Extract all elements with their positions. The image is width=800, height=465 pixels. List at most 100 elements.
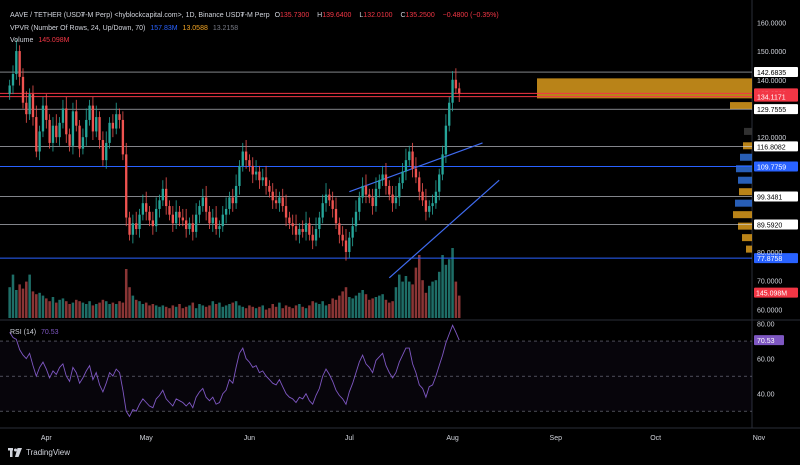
candle-body (271, 191, 274, 201)
candle-body (301, 229, 304, 232)
candle-body (151, 220, 155, 227)
candle-body (428, 206, 431, 212)
vpvr-row (743, 142, 752, 150)
candle-body (118, 114, 121, 120)
symbol-legend[interactable]: AAVE / TETHER (USD₮-M Perp) <hyblockcapi… (10, 11, 502, 20)
price-level-badge (754, 91, 798, 102)
ohlc-low: L132.0100 (359, 12, 393, 19)
volume-bar (408, 281, 411, 318)
volume-bar (178, 304, 181, 318)
vpvr-legend[interactable]: VPVR (Number Of Rows, 24, Up/Down, 70) 1… (10, 24, 241, 33)
volume-bar (288, 306, 291, 318)
volume-bar (11, 274, 15, 318)
volume-bar (374, 297, 378, 318)
candle-body (434, 191, 438, 204)
candle-body (28, 94, 31, 115)
candle-body (374, 188, 378, 207)
vpvr-row (736, 165, 752, 173)
volume-bar (271, 304, 274, 318)
candle-body (41, 105, 45, 132)
price-tick-label: 80.0000 (757, 250, 782, 257)
volume-badge-label: 145.098M (756, 291, 787, 298)
candle-body (31, 94, 35, 118)
volume-bar (25, 281, 28, 318)
candle-body (45, 105, 48, 120)
candle-body (258, 171, 261, 181)
candle-body (58, 122, 61, 138)
candle-body (78, 125, 81, 149)
volume-bar (58, 299, 61, 318)
candle-body (61, 108, 65, 123)
candle-body (11, 74, 15, 86)
rsi-legend[interactable]: RSI (14) 70.53 (10, 328, 62, 337)
candle-body (244, 151, 248, 161)
volume-legend[interactable]: Volume 145.098M (10, 36, 72, 45)
volume-bar (244, 308, 248, 318)
vpvr-value-1: 157.83M (150, 25, 178, 32)
volume-bar (454, 281, 458, 318)
candle-body (241, 151, 244, 166)
candle-body (451, 79, 454, 103)
volume-bar (314, 302, 318, 318)
volume-bar (447, 259, 451, 318)
time-tick-label: Jul (345, 435, 354, 442)
volume-bar (191, 302, 195, 318)
volume-bar (158, 306, 161, 318)
price-level-badge (754, 104, 798, 115)
volume-bar (308, 305, 311, 318)
candle-body (155, 208, 158, 227)
volume-bar (141, 304, 145, 318)
time-tick-label: Jun (244, 435, 255, 442)
price-levels (0, 71, 752, 259)
candle-body (218, 226, 221, 230)
candle-body (8, 85, 11, 95)
price-tick-label: 150.0000 (757, 49, 786, 56)
tradingview-brand[interactable]: TradingView (8, 448, 70, 457)
volume-bar (61, 298, 65, 318)
vpvr-row (738, 222, 752, 230)
candle-body (391, 194, 394, 204)
volume-bar (248, 305, 251, 318)
candle-body (85, 119, 88, 138)
candle-body (368, 194, 371, 198)
candle-body (248, 160, 251, 166)
candle-body (165, 188, 168, 207)
candle-body (264, 177, 268, 186)
candle-body (25, 102, 28, 115)
volume-bar (368, 299, 371, 318)
time-tick-label: Oct (650, 435, 661, 442)
volume-bar (411, 284, 414, 318)
vpvr-row (735, 199, 752, 207)
candle-body (378, 180, 381, 189)
price-level-badge (754, 67, 798, 78)
volume-bar (114, 304, 118, 318)
volume-bar (234, 301, 238, 318)
vpvr-row (744, 127, 752, 135)
candle-body (194, 214, 198, 232)
volume-bar (291, 308, 294, 318)
candle-body (95, 117, 98, 132)
candle-body (291, 223, 294, 227)
candle-body (288, 217, 291, 224)
volume-bar (171, 305, 175, 318)
volume-bar (228, 304, 231, 318)
price-level-label: 109.7759 (757, 165, 786, 172)
volume-bar (281, 308, 284, 318)
volume-bar (334, 299, 338, 318)
candle-body (424, 200, 428, 212)
volume-bar (351, 298, 354, 318)
volume-bar (221, 306, 225, 318)
volume-bar (48, 301, 51, 318)
volume-bar (414, 267, 418, 318)
candle-body (131, 223, 135, 235)
volume-bar (398, 274, 401, 318)
candle-body (141, 203, 145, 215)
time-tick-label: Apr (41, 435, 53, 442)
volume-bar (198, 304, 201, 318)
rsi-value: 70.53 (41, 329, 59, 336)
candle-body (328, 194, 331, 201)
volume-bar (148, 305, 151, 318)
price-tick-label: 140.0000 (757, 78, 786, 85)
